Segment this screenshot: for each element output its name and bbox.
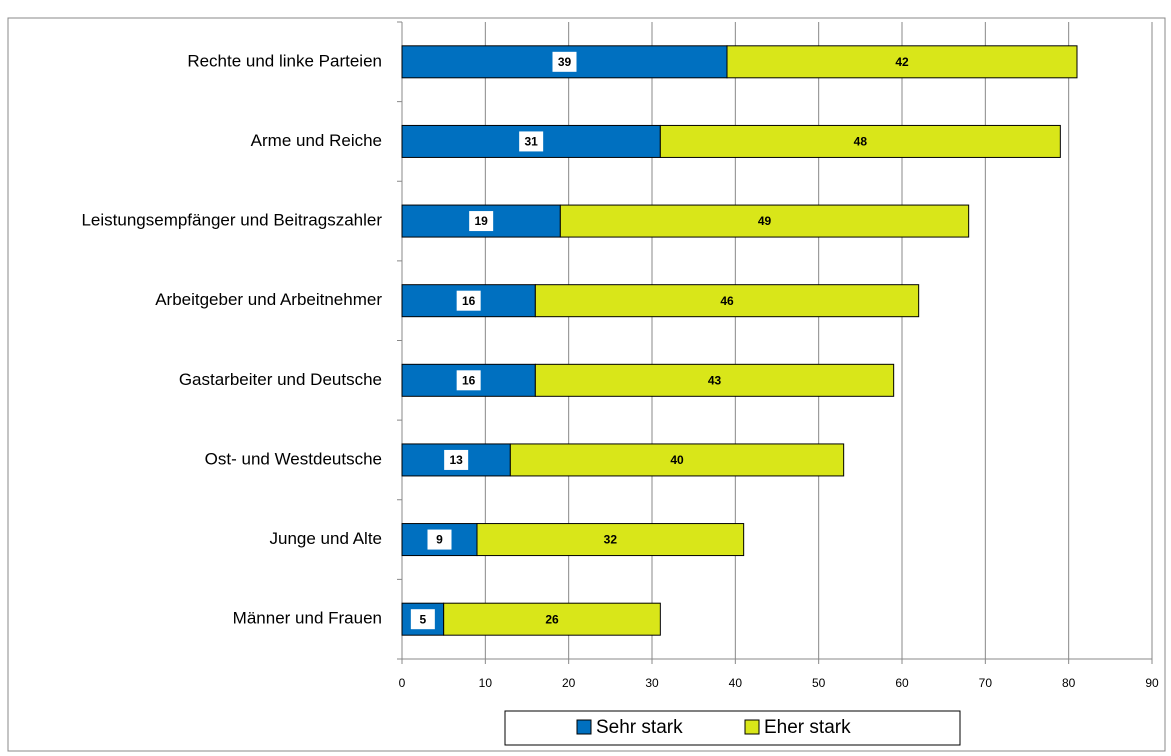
data-label: 42 [895,55,909,69]
data-label-box [469,211,494,232]
bar [534,363,895,397]
bar [476,523,745,557]
x-tick-label: 20 [562,676,576,690]
data-label: 46 [720,294,734,308]
legend-label: Eher stark [764,717,851,738]
bar [509,443,845,477]
x-tick-label: 10 [479,676,493,690]
data-label: 48 [854,135,868,149]
y-tick-label: Arbeitgeber und Arbeitnehmer [155,290,382,309]
y-tick-label: Gastarbeiter und Deutsche [179,370,382,389]
data-label-box [519,131,544,152]
data-label: 31 [524,135,538,149]
x-tick-label: 50 [812,676,826,690]
y-tick-label: Männer und Frauen [233,609,382,628]
bar [726,45,1078,79]
x-tick-label: 80 [1062,676,1076,690]
y-tick-label: Leistungsempfänger und Beitragszahler [81,211,382,230]
legend-label: Sehr stark [596,717,683,738]
data-label-box [427,529,452,550]
data-label: 26 [545,612,559,626]
x-tick-label: 40 [729,676,743,690]
bar [534,284,920,318]
bar [443,602,661,636]
x-tick-label: 90 [1145,676,1159,690]
data-label: 5 [419,612,426,626]
data-label: 49 [758,214,772,228]
data-label: 40 [670,453,684,467]
bar [659,124,1061,158]
data-label-box [410,609,435,630]
data-label: 19 [474,214,488,228]
y-tick-label: Arme und Reiche [251,131,382,150]
data-label-box [552,51,577,72]
data-label: 16 [462,373,476,387]
data-label: 13 [449,453,463,467]
data-label: 43 [708,373,722,387]
x-tick-label: 0 [399,676,406,690]
data-label-box [456,290,481,311]
data-label-box [456,370,481,391]
legend-box [504,710,961,746]
x-tick-label: 30 [645,676,659,690]
y-tick-label: Ost- und Westdeutsche [205,449,382,468]
data-label: 9 [436,533,443,547]
x-tick-label: 60 [895,676,909,690]
bar [559,204,970,238]
y-tick-label: Junge und Alte [270,529,382,548]
data-label: 16 [462,294,476,308]
y-tick-label: Rechte und linke Parteien [187,51,382,70]
x-tick-label: 70 [979,676,993,690]
data-label: 32 [604,533,618,547]
data-label: 39 [558,55,572,69]
legend-swatch [744,719,760,735]
data-label-box [444,449,469,470]
legend-swatch [576,719,592,735]
